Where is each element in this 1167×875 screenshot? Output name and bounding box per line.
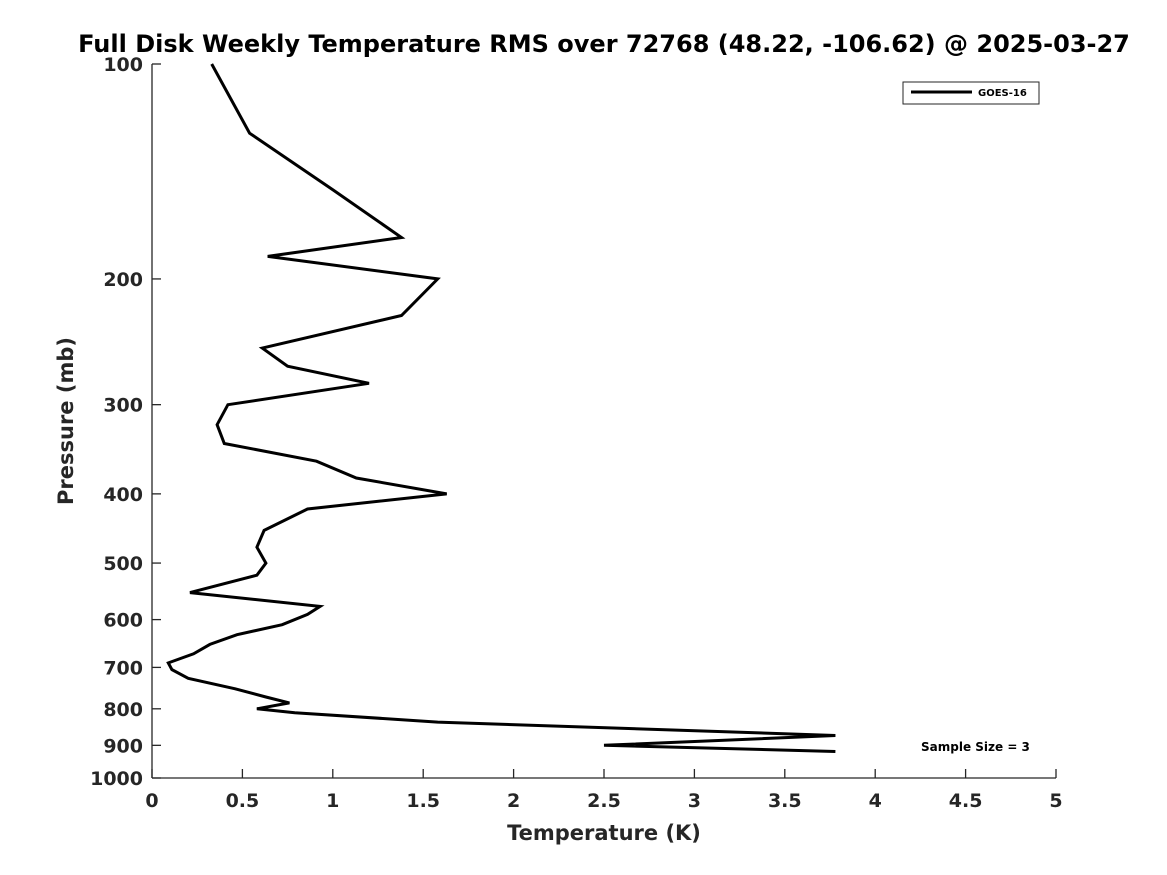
x-tick-label: 2 bbox=[507, 790, 520, 812]
y-tick-label: 900 bbox=[103, 735, 143, 757]
y-tick-label: 1000 bbox=[90, 768, 143, 790]
series-line-goes-16 bbox=[166, 63, 836, 753]
y-tick-label: 200 bbox=[103, 269, 143, 291]
x-tick-label: 3 bbox=[688, 790, 701, 812]
legend-label-goes-16: GOES-16 bbox=[978, 88, 1027, 99]
y-axis-label: Pressure (mb) bbox=[54, 337, 78, 505]
y-tick-label: 300 bbox=[103, 395, 143, 417]
y-tick-label: 800 bbox=[103, 699, 143, 721]
sample-size-annotation: Sample Size = 3 bbox=[921, 740, 1030, 754]
y-tick-label: 700 bbox=[103, 657, 143, 679]
y-tick-label: 400 bbox=[103, 484, 143, 506]
x-axis-ticks: 0 0.5 1 1.5 2 2.5 3 3.5 4 4.5 5 bbox=[145, 769, 1063, 812]
x-tick-label: 2.5 bbox=[587, 790, 621, 812]
x-tick-label: 1.5 bbox=[406, 790, 440, 812]
y-axis-ticks: 100 200 300 400 500 600 700 800 900 1000 bbox=[90, 54, 161, 790]
x-tick-label: 4.5 bbox=[949, 790, 983, 812]
x-tick-label: 1 bbox=[326, 790, 339, 812]
y-tick-label: 100 bbox=[103, 54, 143, 76]
x-tick-label: 5 bbox=[1049, 790, 1062, 812]
x-tick-label: 4 bbox=[869, 790, 882, 812]
y-tick-label: 500 bbox=[103, 553, 143, 575]
x-tick-label: 0.5 bbox=[226, 790, 260, 812]
chart-title: Full Disk Weekly Temperature RMS over 72… bbox=[78, 30, 1130, 58]
x-axis-label: Temperature (K) bbox=[507, 821, 701, 845]
legend: GOES-16 bbox=[902, 81, 1040, 105]
plot-area bbox=[151, 64, 1056, 779]
x-tick-label: 0 bbox=[145, 790, 158, 812]
x-tick-label: 3.5 bbox=[768, 790, 802, 812]
y-tick-label: 600 bbox=[103, 610, 143, 632]
